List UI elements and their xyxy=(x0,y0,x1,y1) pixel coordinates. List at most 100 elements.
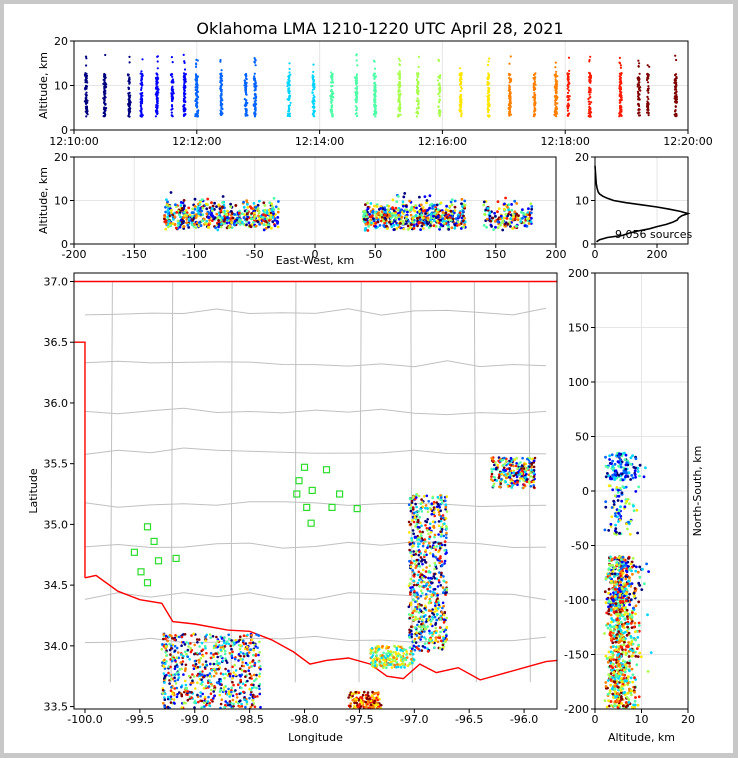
source-point xyxy=(646,81,650,84)
source-point xyxy=(171,673,175,677)
source-point xyxy=(184,667,187,670)
source-point xyxy=(381,654,384,657)
source-point xyxy=(204,685,208,688)
source-point xyxy=(490,225,493,228)
source-point xyxy=(395,227,399,230)
source-point xyxy=(205,651,208,655)
source-point xyxy=(212,653,215,656)
source-point xyxy=(619,109,622,112)
source-point xyxy=(419,638,422,641)
source-point xyxy=(444,506,448,509)
source-point xyxy=(428,203,432,207)
source-point xyxy=(253,75,256,78)
source-point xyxy=(232,674,235,678)
source-point xyxy=(83,73,87,76)
source-point xyxy=(102,78,105,81)
source-point xyxy=(440,214,444,217)
source-point xyxy=(212,674,216,678)
source-point xyxy=(232,702,235,706)
source-point xyxy=(242,205,246,209)
source-point xyxy=(425,553,428,557)
source-point xyxy=(128,61,131,64)
source-point xyxy=(220,104,223,107)
source-point xyxy=(356,114,359,117)
source-point xyxy=(243,79,246,82)
source-point xyxy=(364,700,368,704)
source-point xyxy=(647,114,650,117)
source-point xyxy=(459,227,463,230)
source-point xyxy=(258,675,261,678)
source-point xyxy=(171,80,174,83)
source-point xyxy=(237,653,241,656)
source-point xyxy=(412,520,416,524)
county-line xyxy=(84,360,547,368)
source-point xyxy=(229,644,232,648)
source-point xyxy=(416,593,420,596)
source-point xyxy=(238,223,242,226)
source-point xyxy=(440,611,444,614)
source-point xyxy=(330,109,333,112)
source-point xyxy=(216,228,220,232)
source-point xyxy=(449,200,453,204)
source-point xyxy=(103,84,106,87)
source-point xyxy=(428,506,432,510)
source-point xyxy=(183,74,186,77)
source-point xyxy=(286,114,289,117)
source-point xyxy=(311,113,314,116)
source-point xyxy=(425,595,429,598)
source-point xyxy=(208,701,211,705)
source-point xyxy=(169,677,173,681)
source-point xyxy=(647,87,650,90)
source-point xyxy=(167,671,170,675)
source-point xyxy=(239,699,242,702)
source-point xyxy=(331,113,334,116)
source-point xyxy=(461,219,465,223)
source-point xyxy=(205,212,209,216)
source-point xyxy=(248,661,252,665)
source-point xyxy=(386,208,390,212)
source-point xyxy=(413,209,417,213)
source-point xyxy=(444,552,447,556)
source-point xyxy=(375,205,379,208)
source-point xyxy=(401,219,405,223)
source-point xyxy=(458,96,461,99)
source-point xyxy=(184,209,188,212)
source-point xyxy=(429,531,433,534)
source-point xyxy=(230,226,234,230)
source-point xyxy=(103,75,106,78)
source-point xyxy=(184,689,187,692)
source-point xyxy=(429,224,432,227)
source-point xyxy=(419,502,423,506)
source-point xyxy=(416,538,419,541)
source-point xyxy=(638,88,641,91)
source-point xyxy=(223,652,227,656)
source-point xyxy=(86,81,89,84)
source-point xyxy=(374,214,378,218)
source-point xyxy=(228,700,232,703)
source-point xyxy=(618,114,622,117)
source-point xyxy=(173,676,176,679)
source-point xyxy=(228,672,231,676)
source-point xyxy=(620,73,623,76)
source-point xyxy=(258,640,261,644)
source-point xyxy=(389,652,393,655)
source-point xyxy=(356,85,359,88)
source-point xyxy=(442,579,445,583)
y-axis-label: Altitude, km xyxy=(37,167,50,234)
source-point xyxy=(432,219,436,223)
source-point xyxy=(355,83,358,86)
source-point xyxy=(419,507,422,511)
source-point xyxy=(566,87,569,90)
source-point xyxy=(486,63,490,67)
source-point xyxy=(422,580,426,584)
source-point xyxy=(165,198,168,202)
source-point xyxy=(566,91,570,94)
source-point xyxy=(417,553,421,557)
source-point xyxy=(437,542,441,545)
source-point xyxy=(253,695,256,699)
source-point xyxy=(177,691,181,694)
source-point xyxy=(442,618,446,621)
source-point xyxy=(221,210,225,214)
source-point xyxy=(435,600,438,604)
source-point xyxy=(103,110,106,113)
